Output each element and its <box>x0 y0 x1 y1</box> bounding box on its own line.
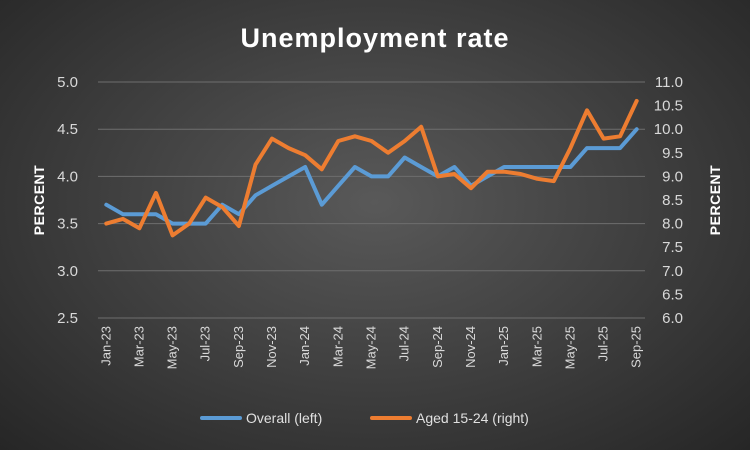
x-axis-ticks: Jan-23 Mar-23 May-23 Jul-23 Sep-23 Nov-23 Jan-… <box>98 326 643 369</box>
right-tick-label: 7.5 <box>662 239 683 256</box>
right-axis-ticks: 6.0 6.5 7.0 7.5 8.0 8.5 9.0 9.5 10.0 10.5 11.0 <box>654 74 683 327</box>
x-tick-label: Jan-24 <box>297 326 312 366</box>
left-tick-label: 4.0 <box>57 168 78 185</box>
legend-label-aged-15-24: Aged 15-24 (right) <box>416 410 529 426</box>
x-tick-label: Sep-24 <box>430 326 445 368</box>
x-tick-label: May-23 <box>165 326 180 369</box>
right-tick-label: 9.0 <box>662 168 683 185</box>
left-tick-label: 5.0 <box>57 74 78 91</box>
right-tick-label: 10.0 <box>654 121 683 138</box>
x-tick-label: Nov-24 <box>463 326 478 368</box>
x-tick-label: Nov-23 <box>264 326 279 368</box>
x-tick-label: Jul-24 <box>397 326 412 361</box>
left-axis-title: PERCENT <box>31 165 47 235</box>
right-tick-label: 8.0 <box>662 216 683 233</box>
gridlines <box>98 81 645 319</box>
x-tick-label: Jan-23 <box>98 326 113 366</box>
x-tick-label: Mar-23 <box>131 326 146 367</box>
right-tick-label: 6.5 <box>662 286 683 303</box>
x-tick-label: Jul-25 <box>596 326 611 361</box>
series-line-aged-15-24 <box>104 98 639 238</box>
x-tick-label: Jul-23 <box>198 326 213 361</box>
x-tick-label: Sep-25 <box>629 326 644 368</box>
left-tick-label: 3.5 <box>57 216 78 233</box>
left-tick-label: 2.5 <box>57 310 78 327</box>
left-axis-ticks: 2.5 3.0 3.5 4.0 4.5 5.0 <box>57 74 78 327</box>
right-axis-title: PERCENT <box>707 165 723 235</box>
x-tick-label: Jan-25 <box>496 326 511 366</box>
right-tick-label: 11.0 <box>655 74 683 91</box>
legend: Overall (left) Aged 15-24 (right) <box>200 410 529 426</box>
chart-title: Unemployment rate <box>240 23 509 53</box>
right-tick-label: 10.5 <box>654 98 683 115</box>
x-tick-label: May-24 <box>364 326 379 369</box>
x-tick-label: Sep-23 <box>231 326 246 368</box>
right-tick-label: 6.0 <box>662 310 683 327</box>
left-tick-label: 3.0 <box>57 263 78 280</box>
right-tick-label: 9.5 <box>662 145 683 162</box>
x-tick-label: Mar-25 <box>529 326 544 367</box>
right-tick-label: 8.5 <box>662 192 683 209</box>
series-line-overall <box>104 127 639 226</box>
x-tick-label: Mar-24 <box>330 326 345 367</box>
left-tick-label: 4.5 <box>57 121 78 138</box>
x-tick-label: May-25 <box>562 326 577 369</box>
series-lines <box>104 98 639 238</box>
legend-label-overall: Overall (left) <box>246 410 322 426</box>
right-tick-label: 7.0 <box>662 263 683 280</box>
